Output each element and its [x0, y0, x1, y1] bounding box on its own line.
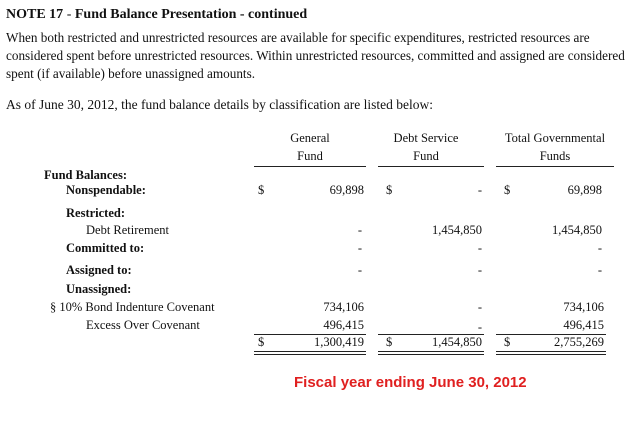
label-assigned: Assigned to:: [66, 263, 132, 277]
totals-debt: 1,454,850: [432, 335, 482, 349]
label-excess: Excess Over Covenant: [86, 318, 200, 332]
nonspendable-debt: -: [477, 183, 482, 197]
assigned-general: -: [357, 263, 362, 277]
total-double-line-general: [254, 351, 366, 355]
note-title: Fund Balance Presentation: [74, 7, 237, 22]
col-total-underline: [496, 166, 614, 167]
debt-retirement-total: 1,454,850: [552, 223, 602, 237]
bond-covenant-total: 734,106: [563, 300, 604, 314]
subtotal-line-debt: [378, 334, 484, 335]
fiscal-year-caption: Fiscal year ending June 30, 2012: [294, 374, 527, 391]
currency-total: $: [504, 183, 511, 197]
note-separator: -: [63, 7, 75, 22]
totals-total: 2,755,269: [554, 335, 604, 349]
col-debt-line1: Debt Service: [393, 131, 459, 145]
currency-debt: $: [386, 183, 393, 197]
committed-total: -: [597, 241, 602, 255]
col-general-underline: [254, 166, 366, 167]
totals-general: 1,300,419: [314, 335, 364, 349]
note-heading: NOTE 17 - Fund Balance Presentation - co…: [6, 7, 307, 23]
label-unassigned: Unassigned:: [66, 282, 132, 296]
total-double-line-total: [496, 351, 606, 355]
excess-total: 496,415: [563, 318, 604, 332]
total-double-line-debt: [378, 351, 484, 355]
label-nonspendable: Nonspendable:: [66, 183, 146, 197]
debt-retirement-debt: 1,454,850: [432, 223, 482, 237]
col-debt-underline: [378, 166, 484, 167]
assigned-total: -: [597, 263, 602, 277]
assigned-debt: -: [477, 263, 482, 277]
col-total-line2: Funds: [539, 149, 571, 163]
col-total-line1: Total Governmental: [504, 131, 606, 145]
currency-general: $: [258, 183, 265, 197]
col-general-line1: General: [290, 131, 330, 145]
committed-debt: -: [477, 241, 482, 255]
label-bond-covenant: § 10% Bond Indenture Covenant: [50, 300, 215, 314]
intro-text: As of June 30, 2012, the fund balance de…: [6, 97, 434, 112]
totals-currency-general: $: [258, 335, 265, 349]
label-fund-balances: Fund Balances:: [44, 168, 128, 182]
note-paragraph: When both restricted and unrestricted re…: [6, 30, 625, 81]
subtotal-line-total: [496, 334, 606, 335]
label-restricted: Restricted:: [66, 206, 125, 220]
bond-covenant-general: 734,106: [323, 300, 364, 314]
note-number: NOTE 17: [6, 7, 64, 22]
committed-general: -: [357, 241, 362, 255]
subtotal-line-general: [254, 334, 366, 335]
totals-currency-debt: $: [386, 335, 393, 349]
note-suffix: - continued: [236, 7, 308, 22]
nonspendable-total: 69,898: [567, 183, 602, 197]
debt-retirement-general: -: [357, 223, 362, 237]
col-general-line2: Fund: [297, 149, 323, 163]
excess-debt: -: [477, 320, 482, 334]
totals-currency-total: $: [504, 335, 511, 349]
label-committed: Committed to:: [66, 241, 145, 255]
col-debt-line2: Fund: [413, 149, 439, 163]
excess-general: 496,415: [323, 318, 364, 332]
label-debt-retirement: Debt Retirement: [86, 223, 169, 237]
bond-covenant-debt: -: [477, 300, 482, 314]
nonspendable-general: 69,898: [329, 183, 364, 197]
